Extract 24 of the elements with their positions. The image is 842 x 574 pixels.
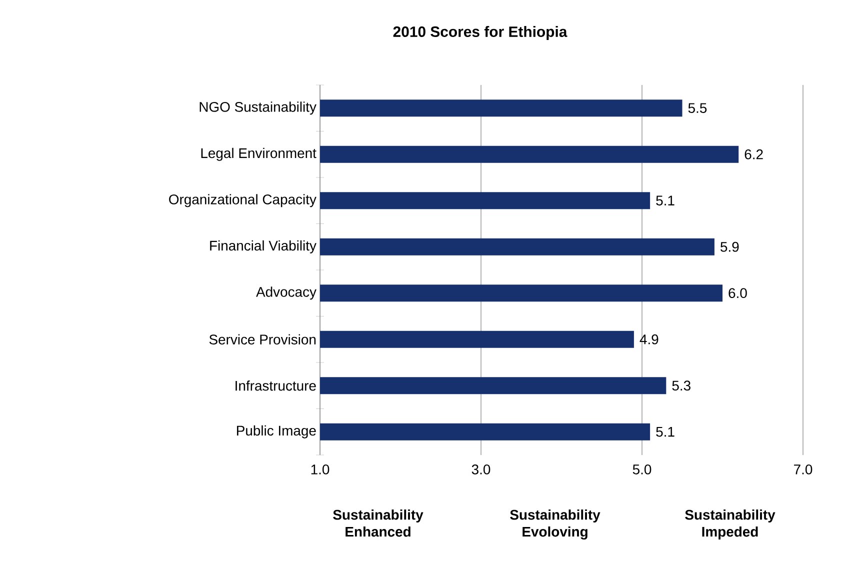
y-tick-label: Public Image [237, 425, 316, 438]
x-tick-label: 5.0 [632, 464, 652, 474]
data-label: 5.5 [688, 103, 707, 113]
data-label: 5.9 [720, 242, 739, 252]
x-tick-label: 1.0 [311, 464, 330, 474]
text: Sustainability Evoloving [510, 510, 600, 540]
data-label: 6.0 [728, 288, 747, 298]
data-label: 5.1 [656, 196, 674, 206]
text: Sustainability Impeded [685, 510, 776, 540]
chart-title: 2010 Scores for Ethiopia [393, 26, 568, 40]
y-tick-label: Financial Viability [210, 240, 316, 254]
x-tick-label: 7.0 [794, 464, 812, 474]
data-label: 5.3 [672, 380, 690, 391]
x-tick-label: 3.0 [472, 464, 490, 474]
text: Sustainability Enhanced [333, 510, 424, 537]
y-tick-label: Service Provision [209, 334, 316, 344]
y-tick-label: Infrastructure [236, 380, 316, 391]
y-tick-label: Advocacy [256, 286, 316, 300]
data-label: 4.9 [640, 334, 658, 344]
y-tick-label: Organizational Capacity [169, 194, 316, 208]
y-tick-label: Legal Environment [201, 148, 316, 161]
data-label: 6.2 [744, 149, 763, 160]
y-tick-label: NGO Sustainability [200, 102, 316, 115]
data-label: 5.1 [656, 427, 674, 437]
